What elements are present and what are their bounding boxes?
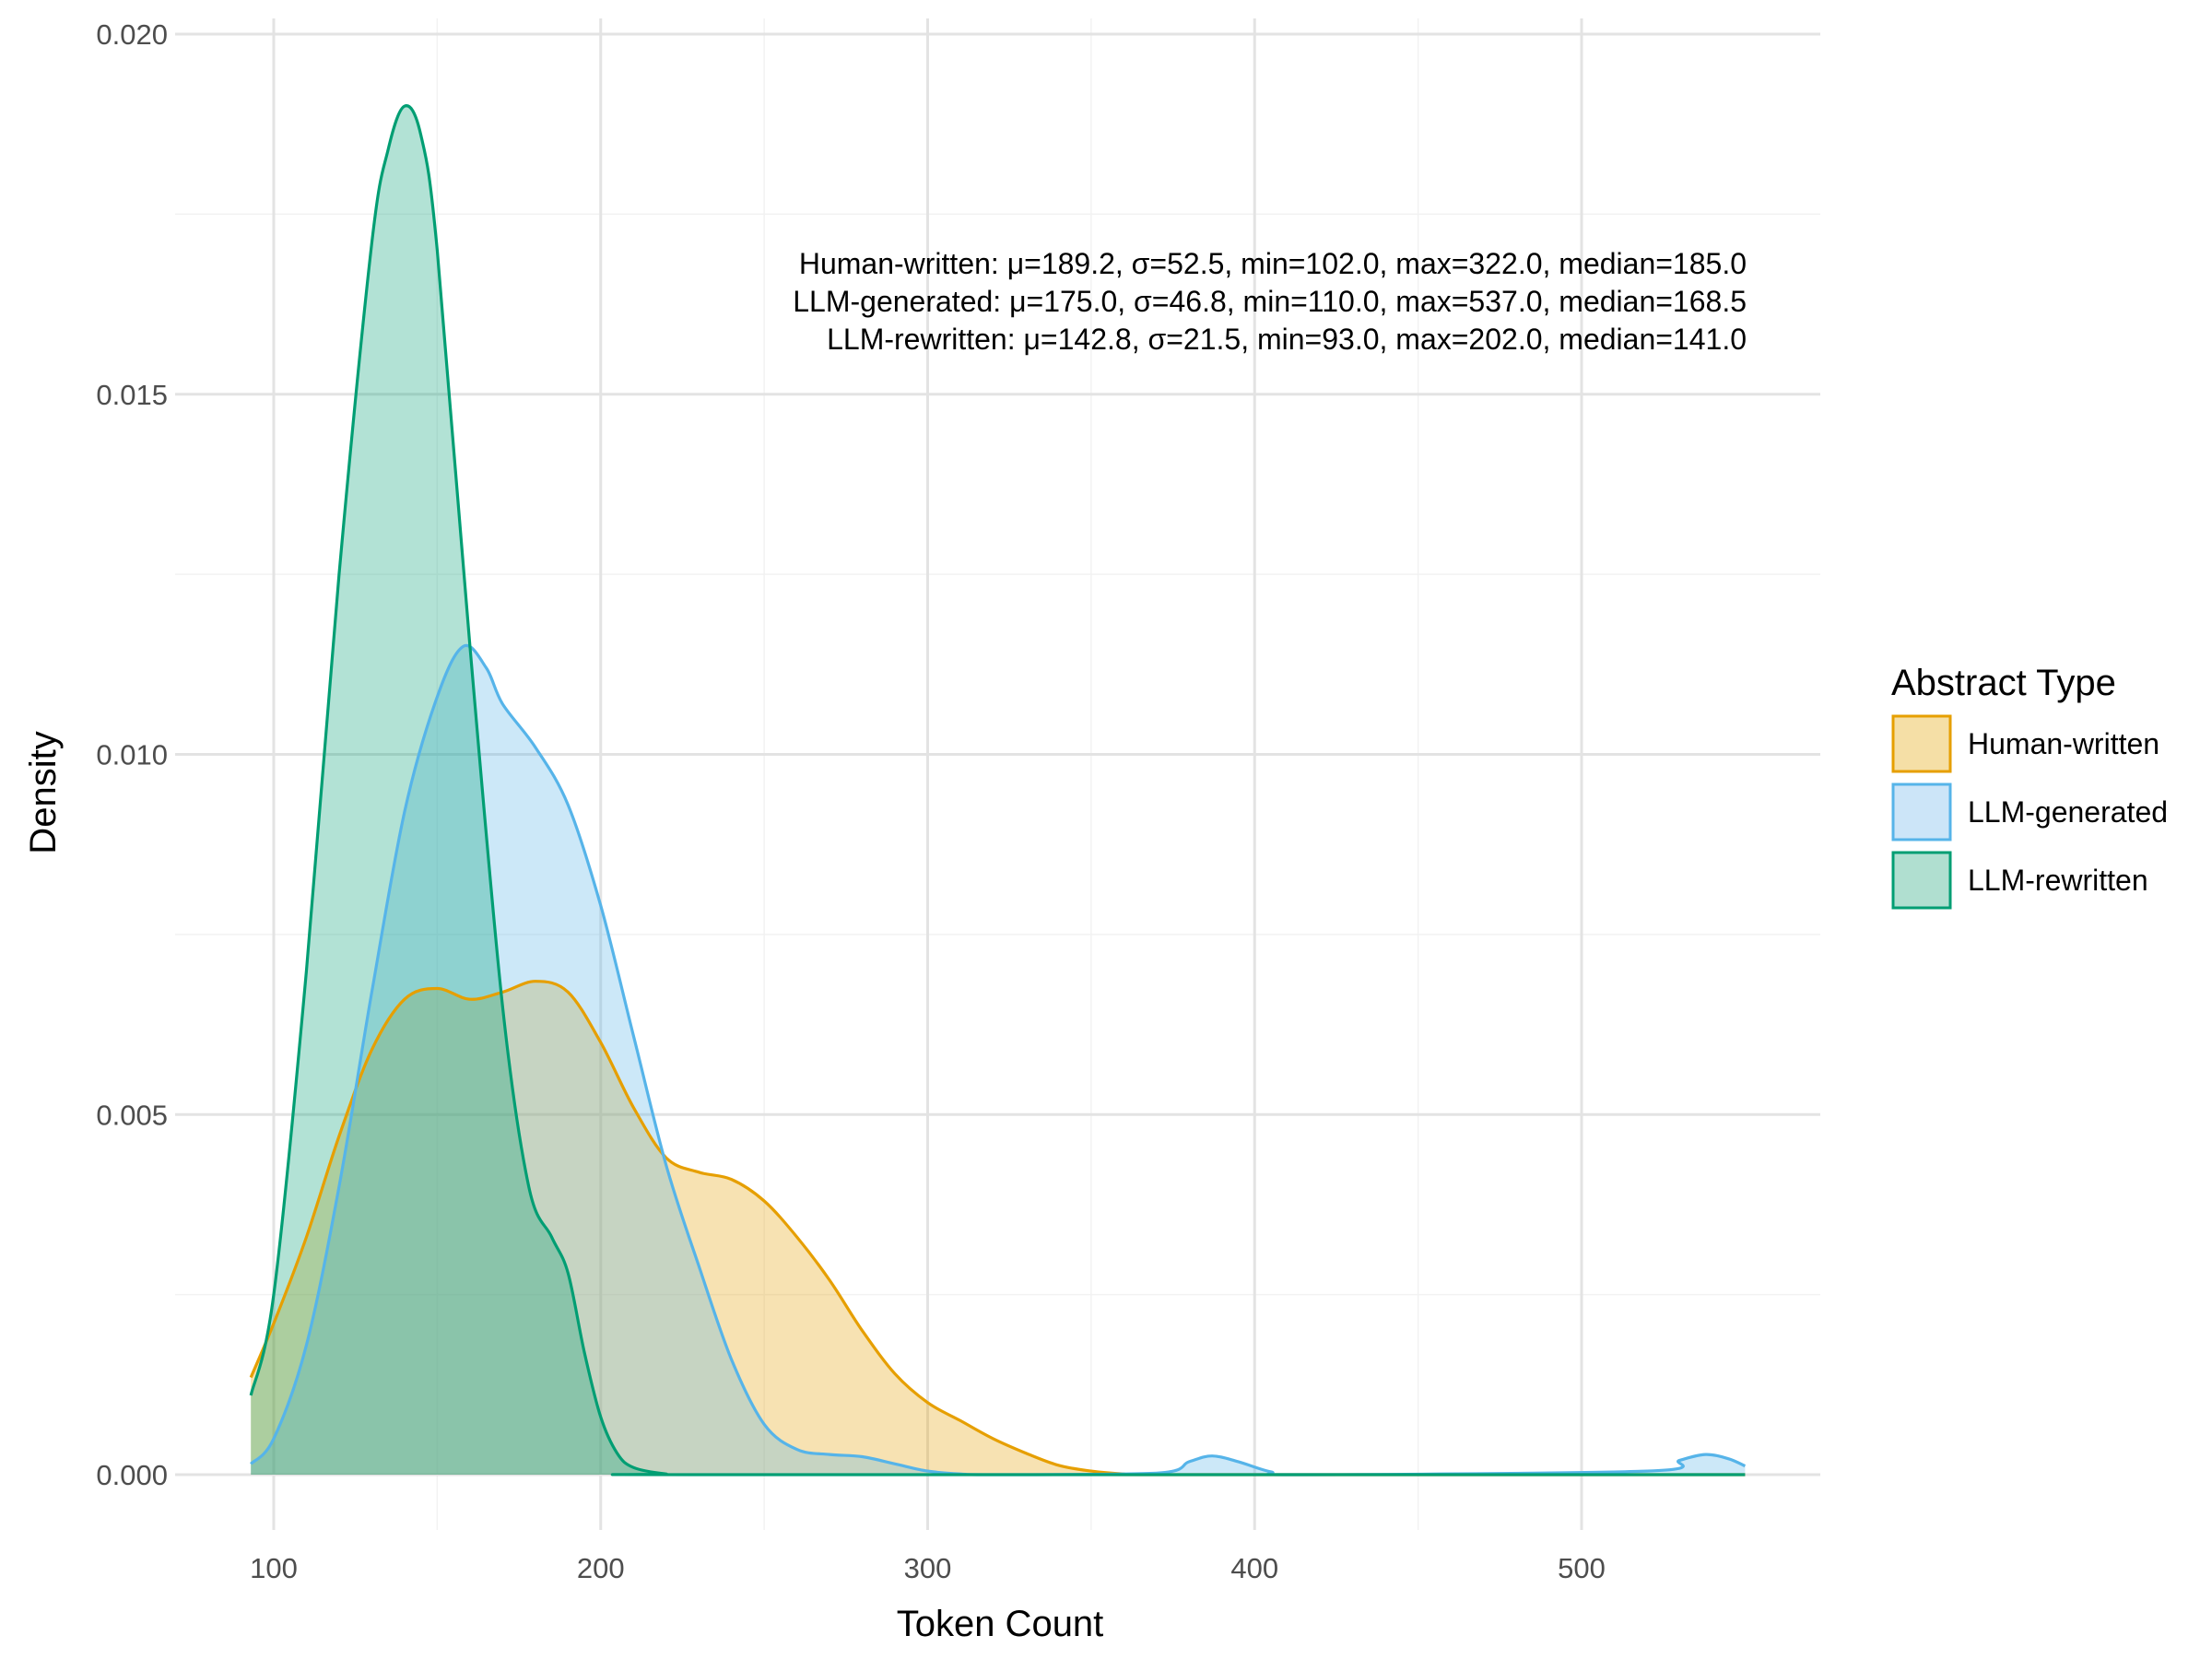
x-tick-label: 100 [250,1552,298,1584]
summary-statistics-annotation: Human-written: μ=189.2, σ=52.5, min=102.… [793,247,1747,356]
density-area-llm-rewritten [251,105,1746,1475]
y-tick-label: 0.020 [96,18,168,51]
y-axis-title: Density [23,731,64,853]
annotation-human-written: Human-written: μ=189.2, σ=52.5, min=102.… [799,247,1747,280]
density-lines [249,104,1747,1477]
x-tick-label: 400 [1230,1552,1278,1584]
legend-key-llm-generated [1891,782,1952,841]
x-tick-label: 500 [1558,1552,1606,1584]
legend-label-llm-rewritten: LLM-rewritten [1968,864,2148,897]
density-areas [251,105,1746,1475]
legend-label-human-written: Human-written [1968,727,2159,760]
y-axis-ticks: 0.000 0.005 0.010 0.015 0.020 [96,18,168,1491]
annotation-llm-generated: LLM-generated: μ=175.0, σ=46.8, min=110.… [793,285,1747,318]
y-tick-label: 0.010 [96,739,168,771]
y-tick-label: 0.015 [96,379,168,411]
legend-label-llm-generated: LLM-generated [1968,795,2168,829]
x-axis-ticks: 100 200 300 400 500 [250,1552,1606,1584]
legend: Abstract Type Human-written LLM-generate… [1891,663,2168,910]
density-line-llm-rewritten [249,104,1746,1477]
legend-key-llm-rewritten [1891,851,1952,910]
x-tick-label: 300 [904,1552,952,1584]
density-line-human-written [249,980,1746,1477]
minor-gridlines [175,18,1820,1530]
annotation-llm-rewritten: LLM-rewritten: μ=142.8, σ=21.5, min=93.0… [827,323,1747,356]
density-area-llm-generated [251,645,1746,1475]
y-tick-label: 0.000 [96,1459,168,1491]
y-tick-label: 0.005 [96,1099,168,1131]
legend-title: Abstract Type [1891,663,2116,703]
density-area-human-written [251,981,1746,1475]
legend-key-human-written [1891,714,1952,773]
x-axis-title: Token Count [897,1604,1104,1644]
x-tick-label: 200 [577,1552,625,1584]
